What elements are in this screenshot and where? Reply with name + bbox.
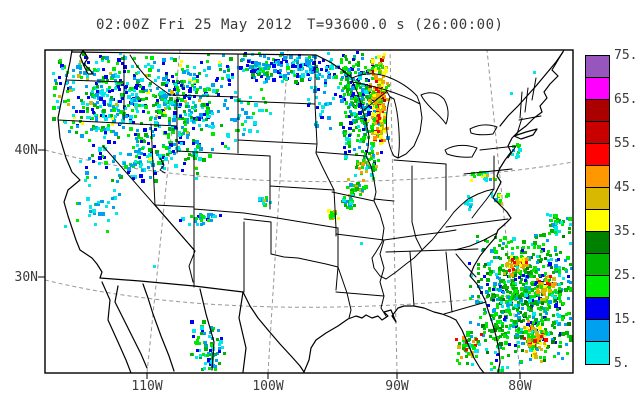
colorbar-block — [586, 276, 609, 298]
colorbar-block — [586, 100, 609, 122]
lat-label-40N: 40N — [14, 143, 38, 158]
lake-erie — [444, 144, 478, 158]
lon-label-80W: 80W — [508, 379, 532, 394]
colorbar-label-35: 35. — [614, 224, 638, 239]
state-boundaries — [57, 50, 565, 373]
lat-label-30N: 30N — [14, 270, 38, 285]
title-sim-time: T=93600.0 s (26:00:00) — [307, 17, 504, 33]
radar-reflectivity-layer — [52, 51, 573, 372]
lake-ontario — [469, 124, 498, 136]
puget-sound — [79, 50, 94, 75]
colorbar-block — [586, 342, 609, 364]
state-borders — [57, 54, 542, 319]
colorbar-label-15: 15. — [614, 312, 638, 327]
colorbar-block — [586, 320, 609, 342]
graticule — [45, 50, 573, 373]
great-salt-lake — [159, 157, 166, 174]
michigan-shore — [397, 103, 423, 159]
lon-label-100W: 100W — [252, 379, 284, 394]
colorbar-label-5: 5. — [614, 356, 630, 371]
title-datetime: 02:00Z Fri 25 May 2012 — [96, 17, 293, 33]
colorbar-block — [586, 122, 609, 144]
colorbar-block — [586, 254, 609, 276]
colorbar-block — [586, 166, 609, 188]
lon-tick-marks — [146, 373, 521, 379]
map-frame — [38, 49, 574, 379]
reflectivity-colorbar — [585, 55, 610, 365]
colorbar-label-55: 55. — [614, 136, 638, 151]
colorbar-block — [586, 232, 609, 254]
colorbar-block — [586, 210, 609, 232]
lon-label-110W: 110W — [131, 379, 163, 394]
colorbar-label-65: 65. — [614, 92, 638, 107]
lat-tick-marks — [38, 149, 45, 278]
lon-label-90W: 90W — [385, 379, 409, 394]
colorbar-block — [586, 298, 609, 320]
colorbar-block — [586, 56, 609, 78]
lake-huron — [420, 92, 449, 125]
colorbar-block — [586, 144, 609, 166]
colorbar-label-75: 75. — [614, 48, 638, 63]
coastline — [57, 50, 565, 373]
colorbar-block — [586, 78, 609, 100]
colorbar-label-25: 25. — [614, 268, 638, 283]
great-lakes — [159, 73, 498, 174]
colorbar-block — [586, 188, 609, 210]
long-island — [513, 128, 538, 140]
colorbar-label-45: 45. — [614, 180, 638, 195]
